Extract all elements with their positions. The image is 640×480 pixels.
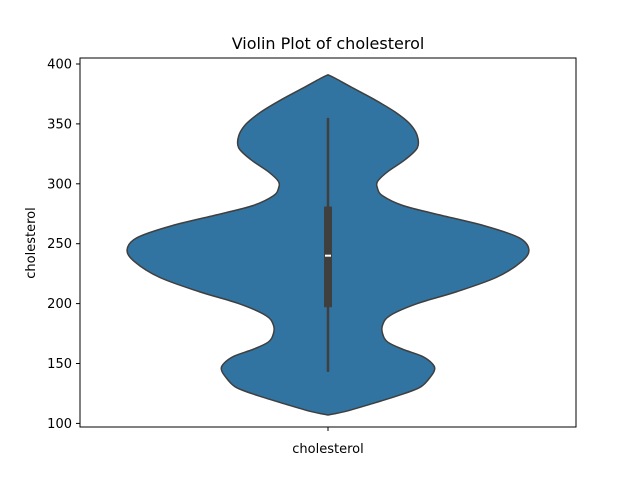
y-tick-label: 350 [47, 117, 72, 132]
y-tick-label: 300 [47, 177, 72, 192]
box-layer [324, 117, 332, 372]
y-tick-label: 400 [47, 57, 72, 72]
y-tick-label: 100 [47, 417, 72, 432]
iqr-box [324, 206, 332, 308]
y-axis: 100 150 200 250 300 350 400 [47, 57, 80, 432]
y-tick-label: 250 [47, 237, 72, 252]
y-axis-label: cholesterol [24, 207, 39, 278]
x-axis: cholesterol [292, 427, 364, 457]
plot-area [79, 57, 577, 428]
y-tick-label: 200 [47, 297, 72, 312]
x-tick-label: cholesterol [292, 442, 363, 457]
chart-title: Violin Plot of cholesterol [232, 34, 425, 53]
y-tick-label: 150 [47, 357, 72, 372]
